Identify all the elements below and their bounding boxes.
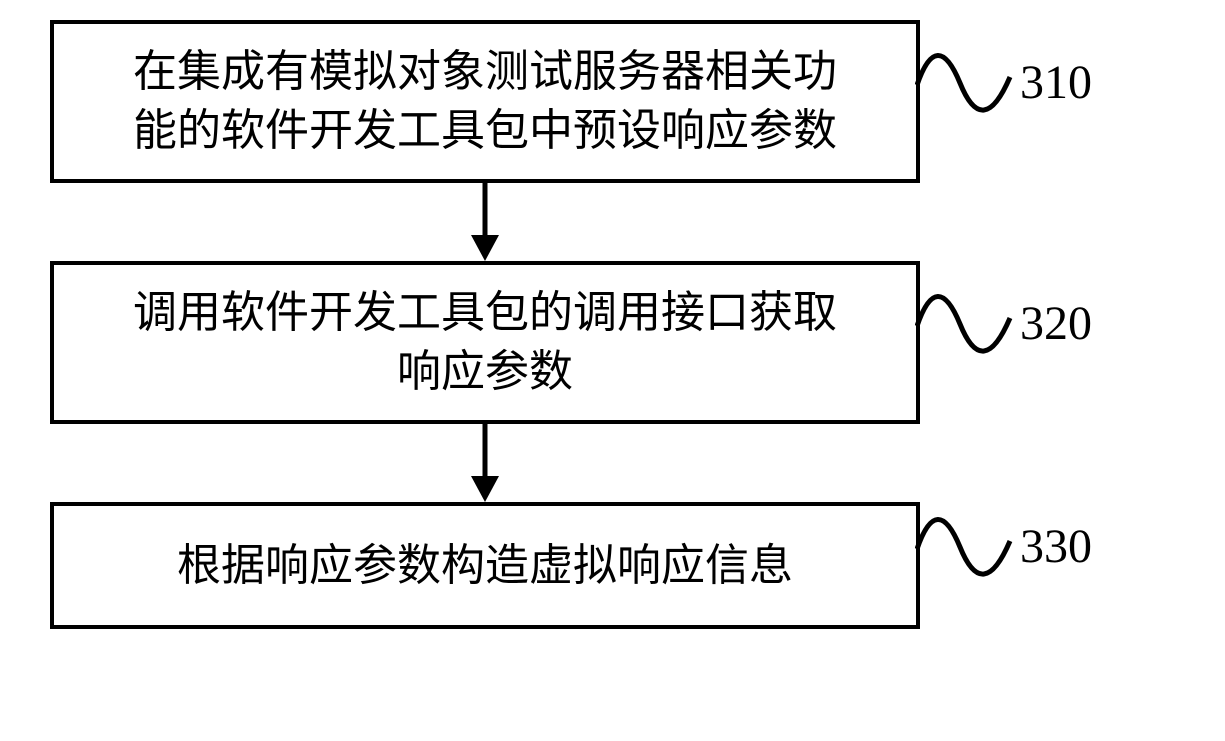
wave-connector-icon xyxy=(915,35,1015,130)
flowchart-step-box-3: 根据响应参数构造虚拟响应信息 xyxy=(50,502,920,629)
arrow-down-icon xyxy=(465,424,505,502)
step-text: 在集成有模拟对象测试服务器相关功 xyxy=(133,42,837,101)
step-text: 调用软件开发工具包的调用接口获取 xyxy=(133,283,837,342)
step-label-container: 310 xyxy=(915,35,1092,130)
flowchart-row: 调用软件开发工具包的调用接口获取 响应参数 320 xyxy=(50,261,1150,424)
flowchart-row: 在集成有模拟对象测试服务器相关功 能的软件开发工具包中预设响应参数 310 xyxy=(50,20,1150,183)
step-text: 根据响应参数构造虚拟响应信息 xyxy=(177,536,793,595)
arrow-container xyxy=(50,183,920,261)
arrow-down-icon xyxy=(465,183,505,261)
step-number-label: 320 xyxy=(1020,296,1092,351)
wave-connector-icon xyxy=(915,276,1015,371)
flowchart-row: 根据响应参数构造虚拟响应信息 330 xyxy=(50,502,1150,629)
step-number-label: 310 xyxy=(1020,55,1092,110)
flowchart-step-box-2: 调用软件开发工具包的调用接口获取 响应参数 xyxy=(50,261,920,424)
step-label-container: 320 xyxy=(915,276,1092,371)
flowchart-container: 在集成有模拟对象测试服务器相关功 能的软件开发工具包中预设响应参数 310 调用… xyxy=(50,20,1150,629)
step-text: 能的软件开发工具包中预设响应参数 xyxy=(133,101,837,160)
flowchart-step-box-1: 在集成有模拟对象测试服务器相关功 能的软件开发工具包中预设响应参数 xyxy=(50,20,920,183)
step-label-container: 330 xyxy=(915,499,1092,594)
wave-connector-icon xyxy=(915,499,1015,594)
arrow-container xyxy=(50,424,920,502)
step-number-label: 330 xyxy=(1020,519,1092,574)
step-text: 响应参数 xyxy=(397,342,573,401)
